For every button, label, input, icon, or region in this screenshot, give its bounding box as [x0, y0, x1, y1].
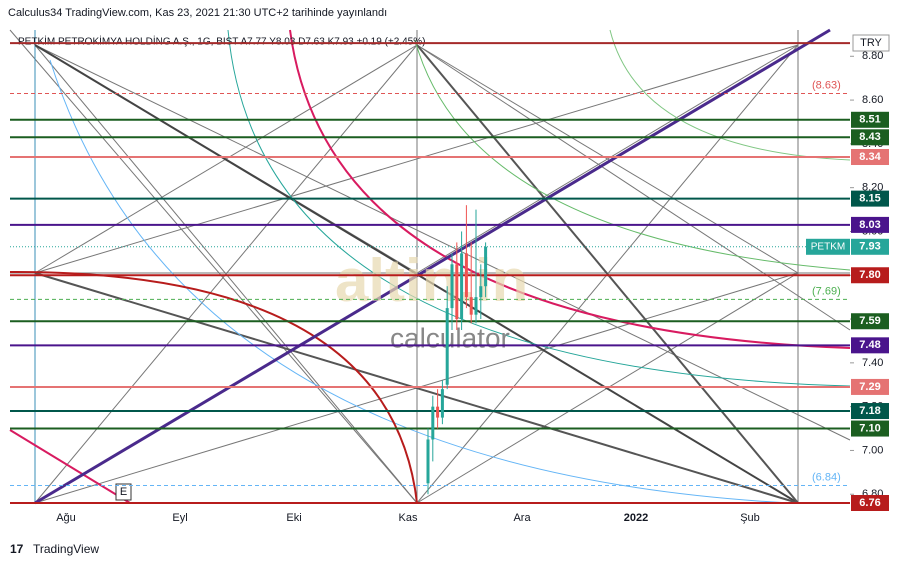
- last-name-badge: [806, 238, 850, 255]
- x-tick-label: Kas: [399, 512, 418, 524]
- arc: [227, 29, 851, 387]
- level-badge: [851, 190, 889, 207]
- marker: E: [120, 486, 127, 498]
- x-tick-label: Ağu: [56, 512, 76, 524]
- y-tick-label: 8.20: [862, 182, 883, 194]
- candle-body: [426, 439, 430, 484]
- level-label: 7.10: [859, 422, 880, 434]
- last-badge: [851, 238, 889, 255]
- arc: [609, 29, 851, 161]
- candle-body: [464, 253, 468, 298]
- level-badge: [851, 420, 889, 437]
- level-badge: [851, 378, 889, 395]
- trend-line: [34, 28, 831, 505]
- candle-body: [469, 297, 473, 315]
- level-badge: [851, 403, 889, 420]
- trend-line: [9, 429, 131, 504]
- level-label: 8.43: [859, 131, 880, 143]
- level-label: 7.59: [859, 315, 880, 327]
- candle-body: [455, 264, 459, 320]
- level-label: 7.48: [859, 339, 880, 351]
- candle-body: [440, 389, 444, 418]
- y-tick-label: 7.40: [862, 357, 883, 369]
- level-label: 8.15: [859, 193, 880, 205]
- level-label: 6.76: [859, 497, 880, 509]
- y-tick-label: 7.00: [862, 444, 883, 456]
- footer-logo: 17: [10, 542, 24, 556]
- level-badge: [851, 337, 889, 354]
- candle-body: [431, 406, 435, 440]
- level-label: 8.03: [859, 219, 880, 231]
- level-badge: [851, 313, 889, 330]
- level-label: 7.80: [859, 269, 880, 281]
- watermark: calculator: [390, 322, 510, 353]
- level-badge: [851, 267, 889, 284]
- level-label: 7.29: [859, 381, 880, 393]
- candle-body: [474, 297, 478, 315]
- level-label: (8.63): [812, 79, 841, 91]
- currency-badge: [852, 34, 890, 52]
- arc: [289, 29, 851, 349]
- footer: TradingView: [33, 542, 99, 556]
- gann-fan: [9, 29, 851, 504]
- candle-body: [479, 286, 483, 298]
- currency: TRY: [860, 37, 882, 49]
- x-tick-label: Eyl: [172, 512, 187, 524]
- candle-body: [436, 406, 440, 418]
- level-badge: [851, 129, 889, 146]
- level-label: 7.18: [859, 405, 880, 417]
- x-tick-label: Şub: [740, 512, 760, 524]
- candle-body: [450, 264, 454, 309]
- header: Calculus34 TradingView.com, Kas 23, 2021…: [8, 7, 387, 19]
- candle-body: [460, 253, 464, 320]
- x-tick-label: 2022: [624, 512, 648, 524]
- candle-body: [445, 308, 449, 385]
- level-label: (6.84): [812, 471, 841, 483]
- x-tick-label: Ara: [513, 512, 531, 524]
- watermark-logo: altin.in: [335, 247, 528, 314]
- level-badge: [851, 495, 889, 511]
- level-label: 8.51: [859, 114, 880, 126]
- symbol-legend: PETKİM PETROKİMYA HOLDİNG A.Ş., 1G, BIST…: [18, 35, 425, 48]
- candle-body: [484, 246, 488, 287]
- level-label: 8.34: [859, 151, 881, 163]
- y-tick-label: 8.60: [862, 94, 883, 106]
- last-label: 7.93: [859, 241, 880, 253]
- marker-box: [115, 483, 132, 501]
- level-badge: [851, 216, 889, 233]
- level-badge: [851, 111, 889, 128]
- last-name: PETKM: [811, 241, 845, 252]
- x-tick-label: Eki: [286, 512, 301, 524]
- level-label: (7.69): [812, 285, 841, 297]
- y-tick-label: 8.80: [862, 50, 883, 62]
- level-badge: [851, 149, 889, 166]
